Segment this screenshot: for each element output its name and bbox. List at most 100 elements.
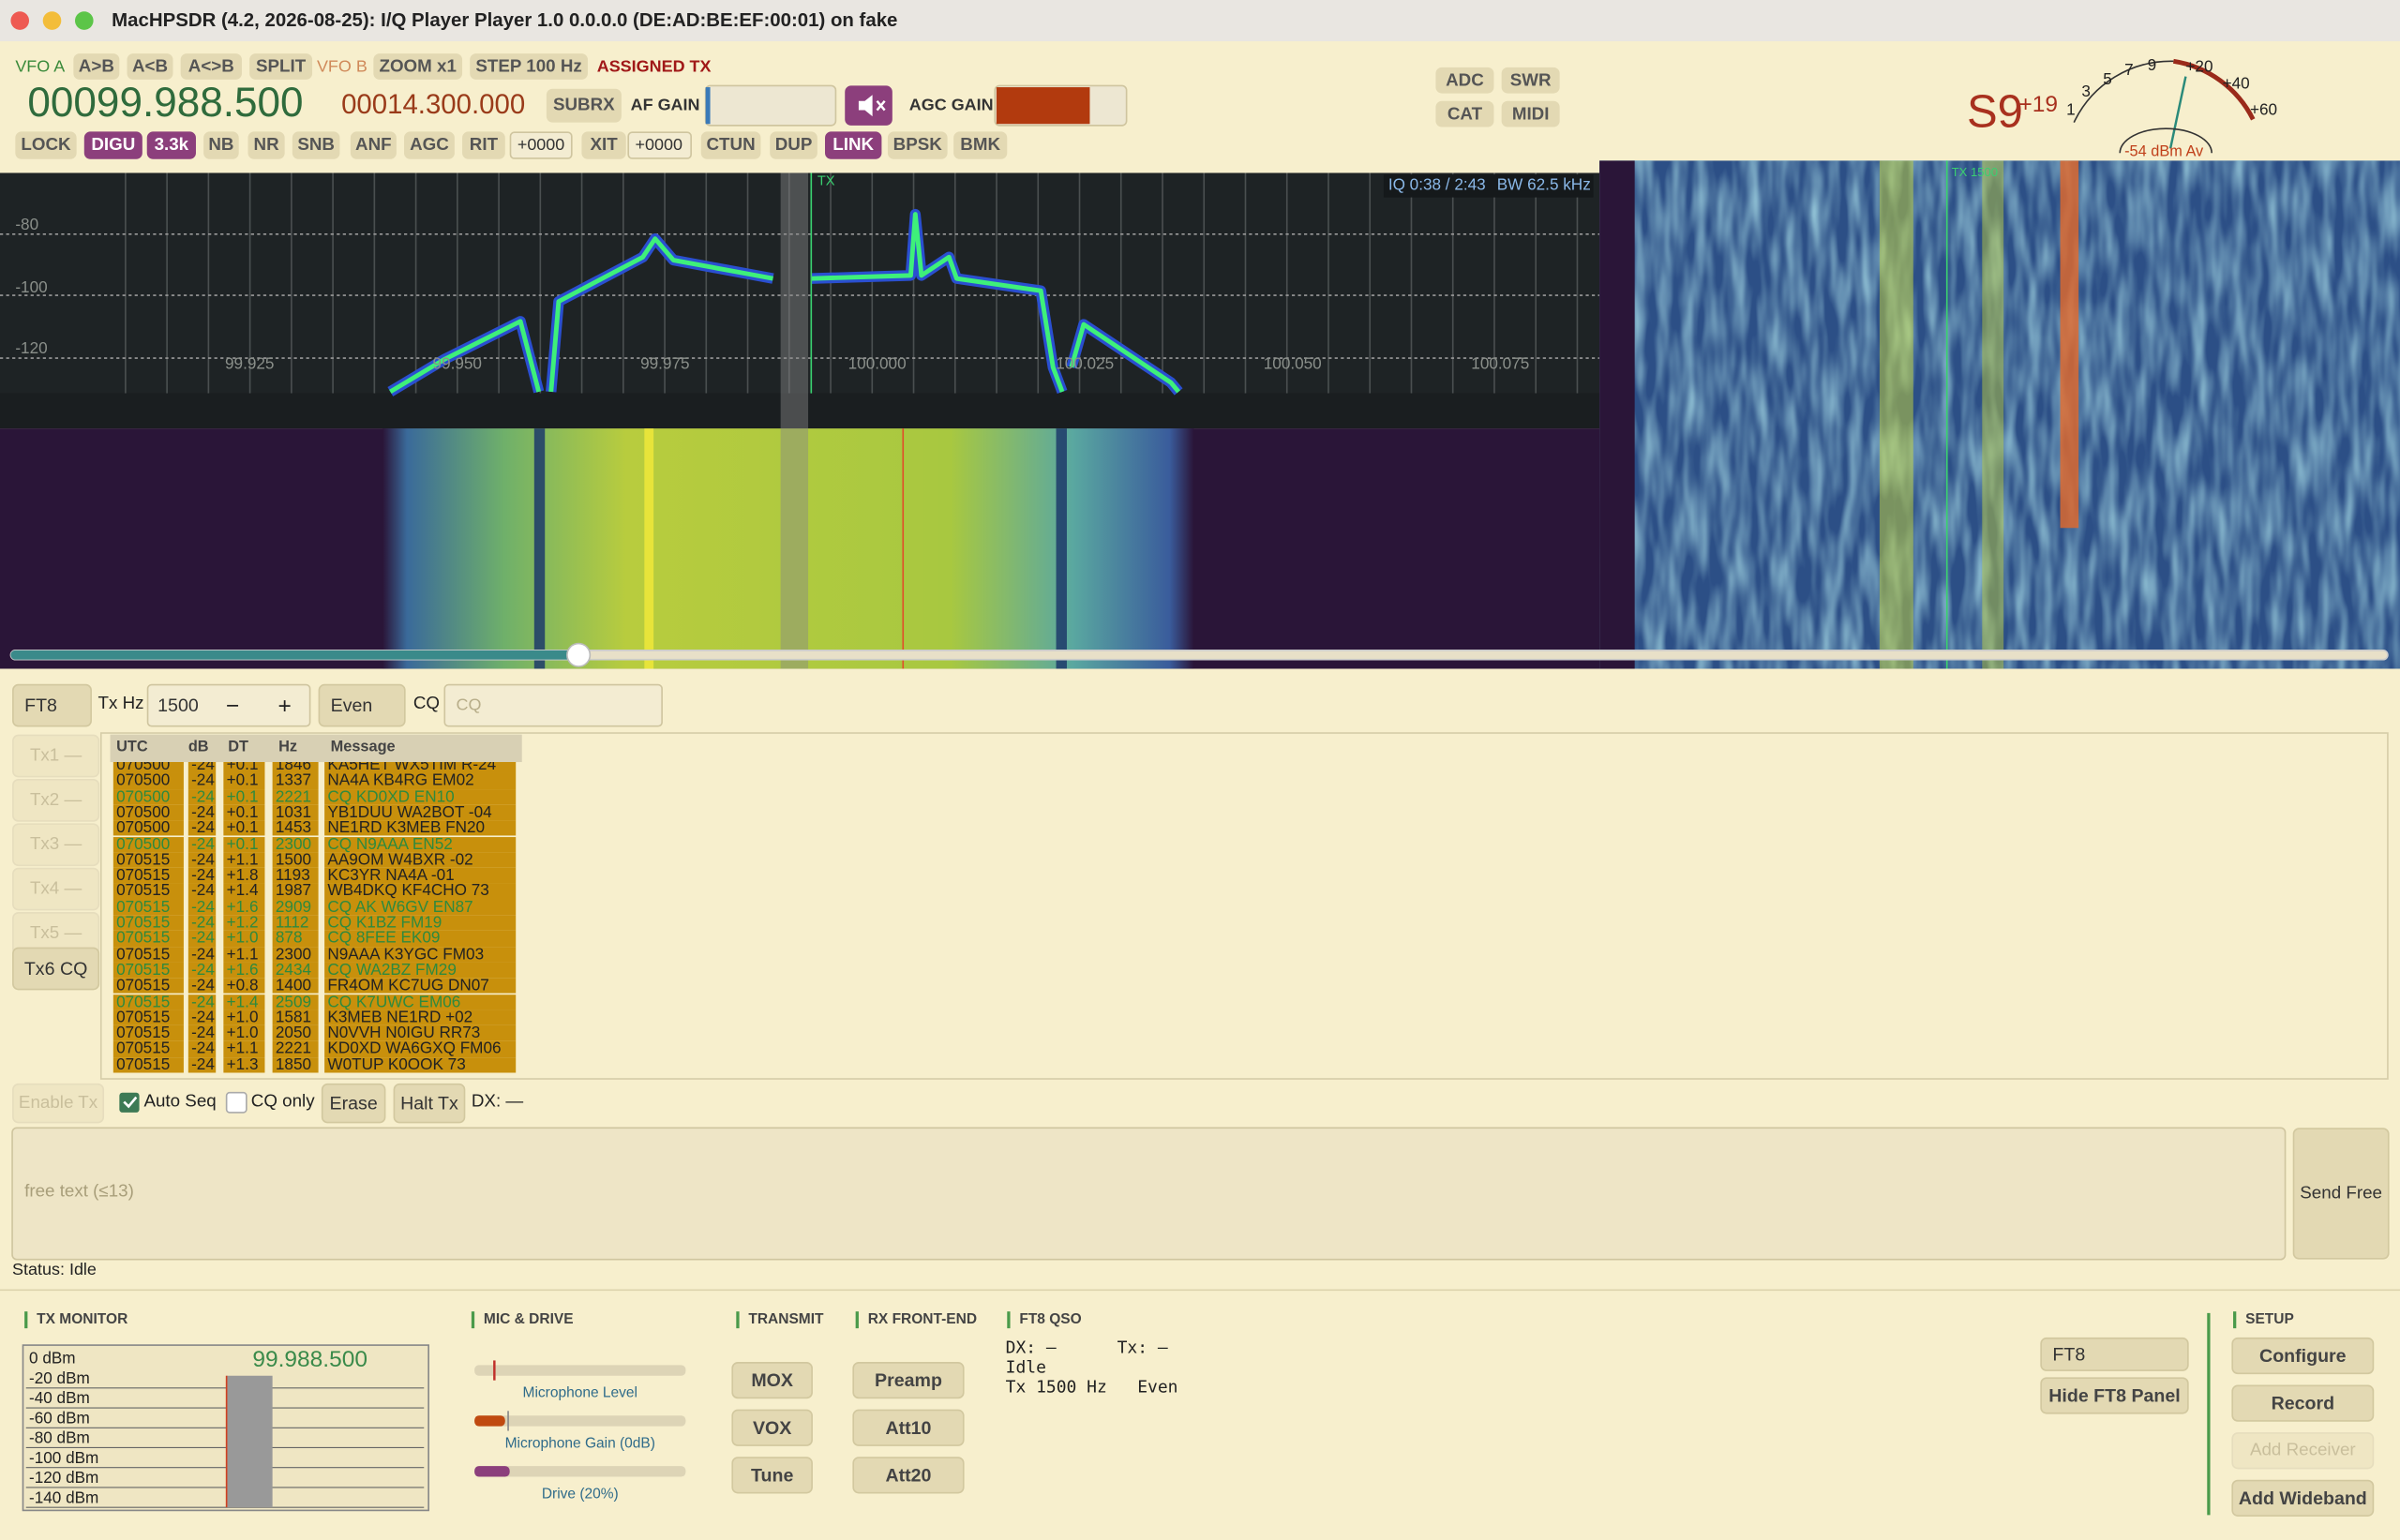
mode-button[interactable]: BMK	[953, 131, 1008, 159]
cq-only-label[interactable]: CQ only	[250, 1092, 315, 1112]
decode-cell[interactable]: N0VVH N0IGU RR73	[324, 1025, 517, 1041]
decode-cell[interactable]: 070515	[112, 1009, 184, 1026]
tx-message-button[interactable]: Tx6 CQ	[12, 947, 100, 991]
decode-cell[interactable]: 070500	[112, 820, 184, 837]
zoom-button[interactable]: ZOOM x1	[373, 53, 463, 80]
decode-cell[interactable]: 2221	[272, 1040, 319, 1057]
decode-cell[interactable]: +1.1	[223, 946, 265, 963]
decode-cell[interactable]: -24	[188, 962, 217, 979]
af-gain-slider[interactable]	[704, 84, 837, 127]
decode-cell[interactable]: 1337	[272, 772, 319, 789]
decode-cell[interactable]: 070515	[112, 867, 184, 884]
decode-cell[interactable]: -24	[188, 1009, 217, 1026]
decode-cell[interactable]: 070515	[112, 1056, 184, 1073]
decode-cell[interactable]: -24	[188, 915, 217, 932]
decode-cell[interactable]: -24	[188, 994, 217, 1010]
mode-button[interactable]: ANF	[350, 131, 397, 159]
vfo-a-frequency[interactable]: 00099.988.500	[27, 79, 304, 126]
mode-button[interactable]: SNB	[292, 131, 340, 159]
decode-cell[interactable]: +1.4	[223, 994, 265, 1010]
tx-hz-minus[interactable]: −	[225, 692, 240, 719]
decode-cell[interactable]: 070515	[112, 994, 184, 1010]
decode-cell[interactable]: KC3YR NA4A -01	[324, 867, 517, 884]
mode-button[interactable]: 3.3k	[146, 131, 196, 159]
decode-cell[interactable]: CQ K7UWC EM06	[324, 994, 517, 1010]
decode-cell[interactable]: 1581	[272, 1009, 319, 1026]
mode-button[interactable]: NR	[248, 131, 285, 159]
position-thumb[interactable]	[566, 642, 592, 667]
decode-cell[interactable]: 070500	[112, 772, 184, 789]
decode-cell[interactable]: +1.6	[223, 962, 265, 979]
transmit-button[interactable]: Tune	[731, 1457, 813, 1494]
decode-cell[interactable]: +1.0	[223, 931, 265, 947]
decode-cell[interactable]: 1846	[272, 762, 319, 773]
decode-cell[interactable]: 070515	[112, 931, 184, 947]
decode-cell[interactable]: CQ AK W6GV EN87	[324, 899, 517, 916]
decode-cell[interactable]: +0.8	[223, 978, 265, 994]
decode-cell[interactable]: +1.1	[223, 852, 265, 868]
hide-ft8-button[interactable]: Hide FT8 Panel	[2040, 1377, 2189, 1414]
erase-button[interactable]: Erase	[321, 1083, 386, 1124]
decode-cell[interactable]: -24	[188, 931, 217, 947]
mic-level-slider[interactable]	[474, 1365, 686, 1376]
xit-button[interactable]: XIT	[581, 131, 626, 159]
decode-cell[interactable]: 2909	[272, 899, 319, 916]
decode-cell[interactable]: 070515	[112, 883, 184, 900]
decode-cell[interactable]: 1500	[272, 852, 319, 868]
vfo-button[interactable]: A<>B	[180, 53, 242, 80]
decode-cell[interactable]: 1193	[272, 867, 319, 884]
decode-cell[interactable]: 070500	[112, 836, 184, 853]
decode-cell[interactable]: NE1RD K3MEB FN20	[324, 820, 517, 837]
decode-cell[interactable]: -24	[188, 772, 217, 789]
setup-button[interactable]: Configure	[2231, 1337, 2375, 1375]
decode-cell[interactable]: 878	[272, 931, 319, 947]
decode-cell[interactable]: FR4OM KC7UG DN07	[324, 978, 517, 994]
decode-cell[interactable]: KD0XD WA6GXQ FM06	[324, 1040, 517, 1057]
send-free-button[interactable]: Send Free	[2292, 1128, 2390, 1260]
decode-cell[interactable]: 2434	[272, 962, 319, 979]
decode-cell[interactable]: YB1DUU WA2BOT -04	[324, 804, 517, 821]
rit-button[interactable]: RIT	[462, 131, 505, 159]
mode-select[interactable]: FT8	[12, 683, 92, 727]
aux-button[interactable]: CAT	[1435, 100, 1494, 127]
transmit-button[interactable]: VOX	[731, 1409, 813, 1446]
decode-cell[interactable]: +0.1	[223, 762, 265, 773]
decode-cell[interactable]: +1.8	[223, 867, 265, 884]
parity-select[interactable]: Even	[318, 683, 406, 727]
decode-cell[interactable]: -24	[188, 1025, 217, 1041]
mode-button[interactable]: CTUN	[700, 131, 761, 159]
halt-tx-button[interactable]: Halt Tx	[393, 1083, 466, 1124]
decode-cell[interactable]: -24	[188, 852, 217, 868]
decode-cell[interactable]: +1.0	[223, 1025, 265, 1041]
decode-cell[interactable]: 070515	[112, 1025, 184, 1041]
decode-cell[interactable]: +1.2	[223, 915, 265, 932]
decode-cell[interactable]: 2050	[272, 1025, 319, 1041]
decode-cell[interactable]: 070515	[112, 852, 184, 868]
decode-cell[interactable]: 1850	[272, 1056, 319, 1073]
decode-cell[interactable]: NA4A KB4RG EM02	[324, 772, 517, 789]
decode-cell[interactable]: AA9OM W4BXR -02	[324, 852, 517, 868]
aux-button[interactable]: ADC	[1435, 67, 1494, 94]
vfo-button[interactable]: A>B	[73, 53, 120, 80]
decode-cell[interactable]: 070500	[112, 762, 184, 773]
close-button[interactable]	[10, 11, 30, 30]
decode-cell[interactable]: 070515	[112, 978, 184, 994]
subrx-button[interactable]: SUBRX	[546, 88, 622, 123]
decode-cell[interactable]: 070515	[112, 915, 184, 932]
panel-mode-select[interactable]: FT8	[2040, 1337, 2189, 1371]
mode-button[interactable]: LOCK	[15, 131, 77, 159]
free-text-input[interactable]	[11, 1127, 2287, 1261]
decode-cell[interactable]: -24	[188, 883, 217, 900]
decode-cell[interactable]: -24	[188, 836, 217, 853]
decode-cell[interactable]: 1031	[272, 804, 319, 821]
decode-cell[interactable]: -24	[188, 1040, 217, 1057]
decode-cell[interactable]: +1.1	[223, 1040, 265, 1057]
decode-cell[interactable]: CQ K1BZ FM19	[324, 915, 517, 932]
mode-button[interactable]: DIGU	[83, 131, 142, 159]
aux-button[interactable]: SWR	[1501, 67, 1560, 94]
setup-button[interactable]: Add Wideband	[2231, 1479, 2375, 1517]
auto-seq-checkbox[interactable]	[119, 1092, 140, 1113]
mode-button[interactable]: LINK	[824, 131, 882, 159]
decode-cell[interactable]: CQ KD0XD EN10	[324, 788, 517, 805]
decode-cell[interactable]: 2300	[272, 836, 319, 853]
